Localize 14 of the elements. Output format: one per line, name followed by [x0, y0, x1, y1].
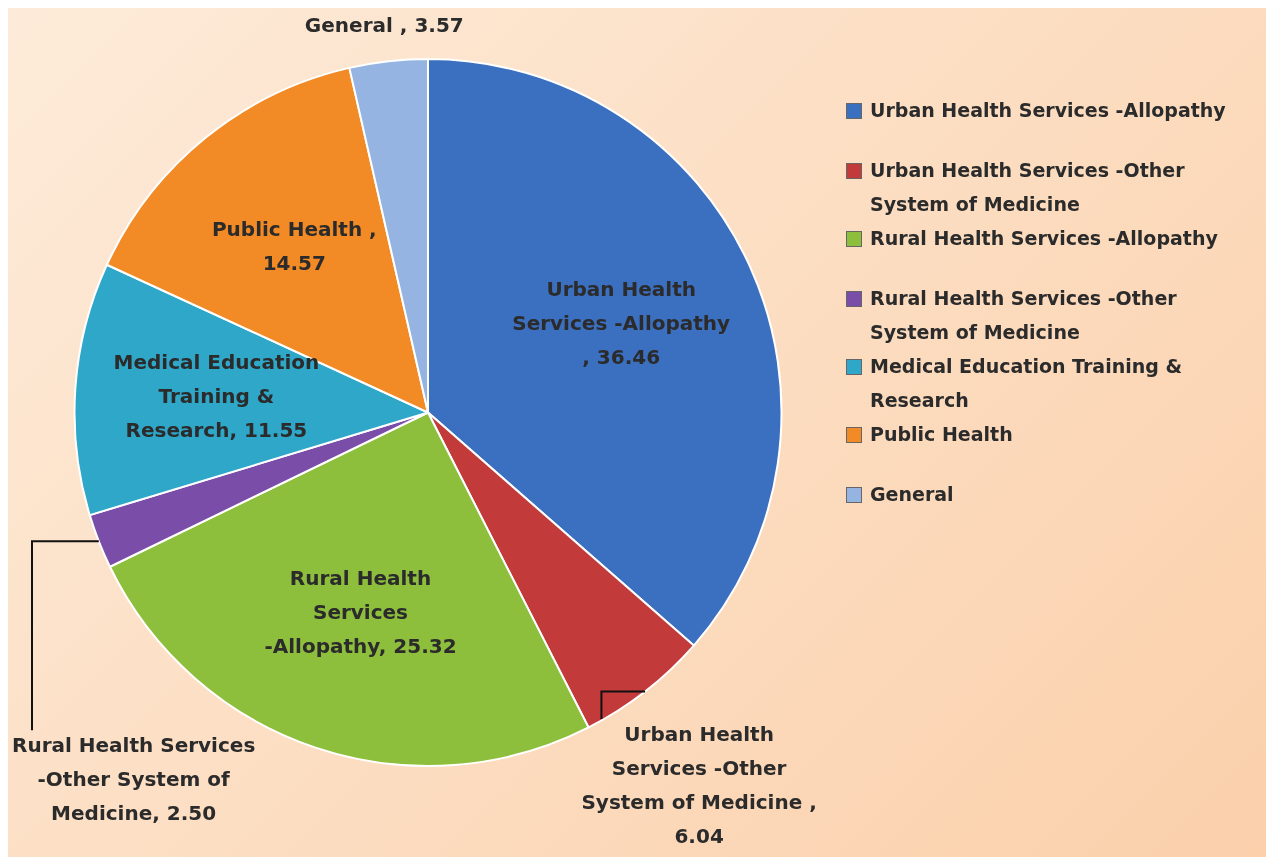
legend-label: Public Health — [870, 422, 1013, 447]
data-label: Public Health , 14.57 — [211, 217, 377, 276]
data-label: Urban Health Services -Other System of Medicine , 6.04 — [581, 722, 817, 849]
legend-label: Rural Health Services -Other System of Medicine — [870, 286, 1178, 345]
data-label: Rural Health Services -Allopathy, 25.32 — [264, 565, 457, 658]
legend-label: Medical Education Training & Research — [870, 354, 1184, 413]
data-label: General , 3.57 — [304, 13, 464, 38]
data-label: Rural Health Services -Other System of Medicine, 2.50 — [12, 733, 256, 826]
data-label: Urban Health Services -Allopathy , 36.46 — [512, 277, 731, 370]
legend-label: Urban Health Services -Other System of Medicine — [870, 158, 1186, 217]
legend-label: General — [870, 482, 954, 507]
slice-label: Urban Health Services -Allopathy — [870, 98, 1226, 123]
data-label: Medical Education Training & Research, 11.55 — [113, 350, 320, 443]
legend-label: Rural Health Services -Allopathy — [870, 226, 1218, 251]
